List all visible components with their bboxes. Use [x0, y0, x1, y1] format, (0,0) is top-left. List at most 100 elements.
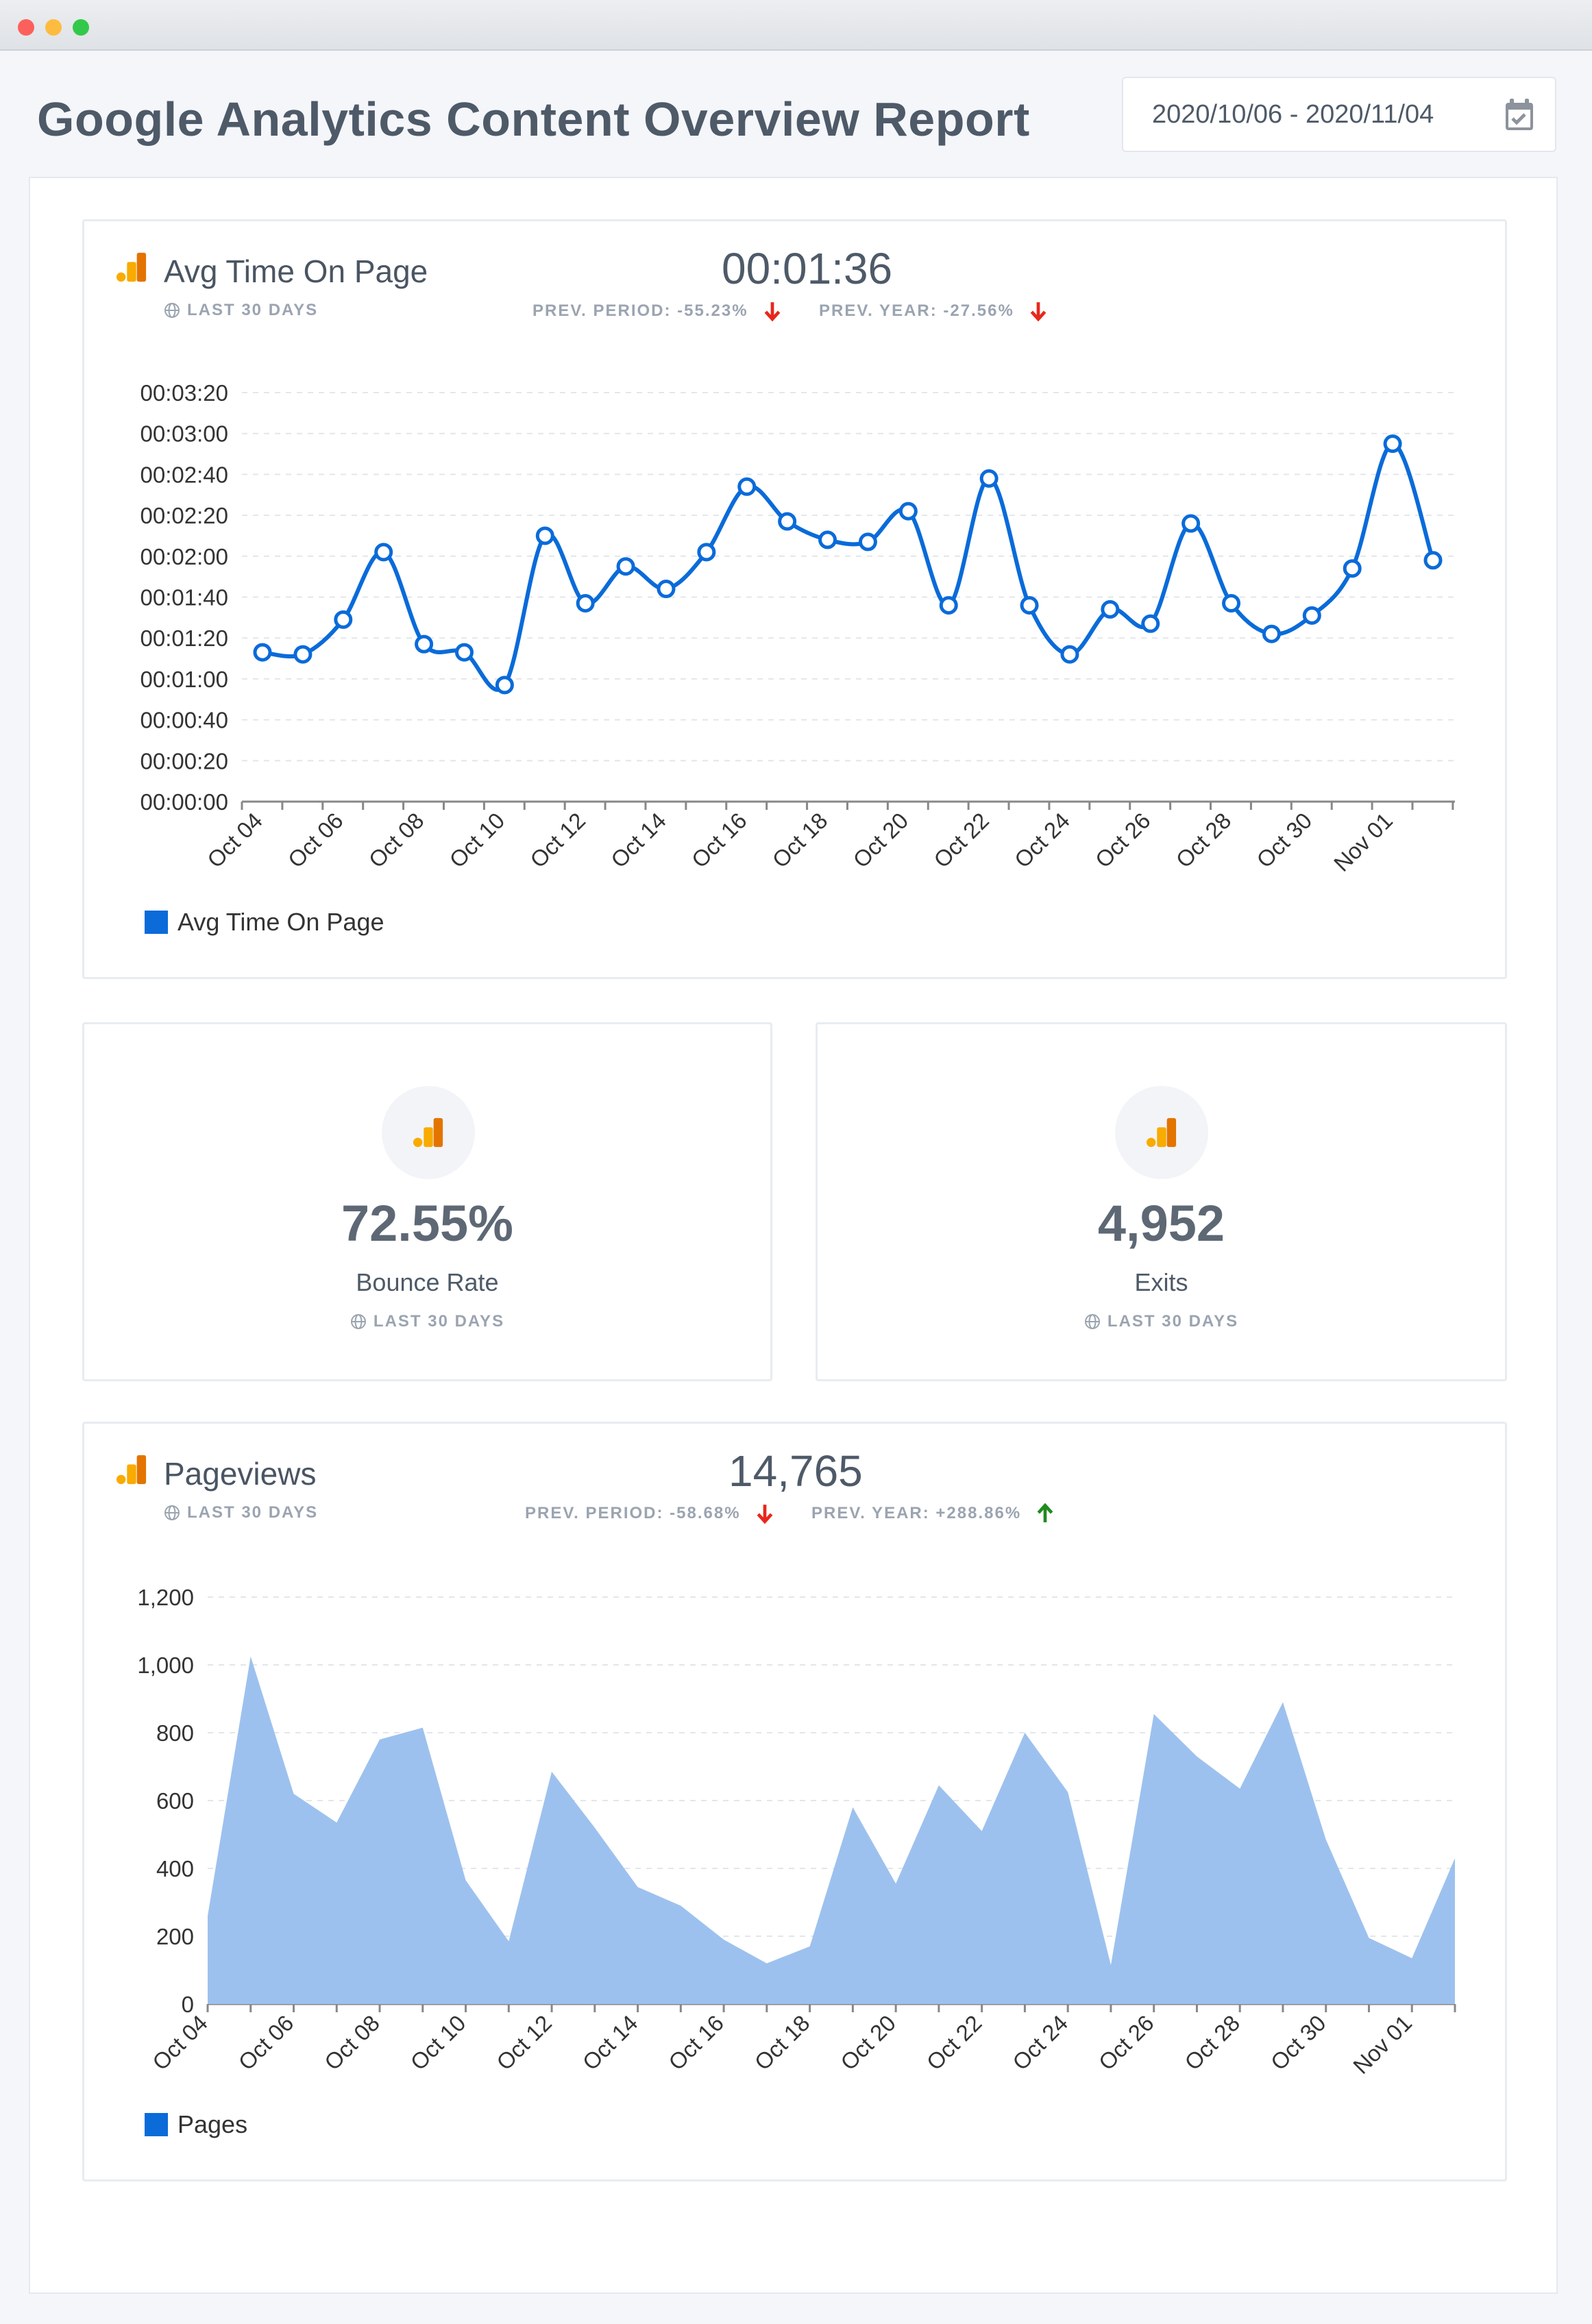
- avg-time-line-chart: 00:00:00 00:00:20 00:00:40 00:01:00 00:01:20…: [140, 380, 1455, 876]
- y-tick-label: 00:02:00: [140, 544, 228, 569]
- y-tick-label: 00:03:00: [140, 421, 228, 447]
- arrow-down-icon: [757, 1505, 772, 1524]
- globe-icon: [350, 1314, 366, 1329]
- calendar-icon[interactable]: [1504, 99, 1534, 132]
- x-tick-label: Oct 26: [1094, 2010, 1159, 2075]
- pageviews-period: LAST 30 DAYS: [164, 1503, 318, 1522]
- pageviews-value: 14,765: [728, 1446, 863, 1496]
- avg-time-period-label: LAST 30 DAYS: [187, 301, 319, 319]
- globe-icon: [164, 303, 180, 318]
- x-tick-label: Oct 12: [525, 808, 590, 873]
- window-minimize-button[interactable]: [45, 19, 62, 36]
- x-tick-label: Oct 06: [234, 2010, 299, 2075]
- x-tick-label: Oct 26: [1090, 808, 1155, 873]
- avg-time-card: Avg Time On Page LAST 30 DAYS 00:01:36 P…: [82, 219, 1507, 979]
- ga-icon-badge: [1115, 1086, 1208, 1179]
- x-tick-label: Oct 16: [663, 2010, 728, 2075]
- x-tick-label: Oct 22: [922, 2010, 987, 2075]
- globe-icon: [164, 1505, 180, 1520]
- avg-time-value: 00:01:36: [722, 244, 893, 293]
- y-tick-label: 00:00:20: [140, 748, 228, 774]
- y-tick-label: 00:02:20: [140, 503, 228, 528]
- window-close-button[interactable]: [18, 19, 34, 36]
- data-point: [657, 580, 676, 599]
- x-tick-label: Oct 28: [1179, 2010, 1245, 2075]
- google-analytics-icon: [1146, 1117, 1177, 1148]
- arrow-down-icon: [1030, 302, 1046, 321]
- y-tick-label: 800: [156, 1720, 194, 1746]
- legend-swatch: [145, 2113, 168, 2136]
- x-tick-label: Oct 20: [835, 2010, 901, 2075]
- exits-period-label: LAST 30 DAYS: [1107, 1312, 1239, 1331]
- data-point: [1383, 434, 1402, 454]
- x-tick-label: Oct 28: [1171, 808, 1236, 873]
- data-point: [979, 469, 999, 488]
- data-point: [535, 526, 554, 545]
- data-point: [1343, 559, 1362, 578]
- y-tick-label: 400: [156, 1856, 194, 1881]
- x-tick-label: Oct 14: [578, 2010, 643, 2075]
- data-point: [737, 477, 757, 496]
- bounce-rate-period-label: LAST 30 DAYS: [373, 1312, 505, 1331]
- data-point: [293, 645, 313, 664]
- area-series-pages: [208, 1656, 1455, 2004]
- window-titlebar: [0, 0, 1592, 51]
- data-point: [697, 543, 716, 562]
- legend-label: Pages: [177, 2110, 248, 2138]
- bounce-rate-card: 72.55% Bounce Rate LAST 30 DAYS: [82, 1022, 772, 1381]
- exits-period: LAST 30 DAYS: [1084, 1312, 1238, 1331]
- y-tick-label: 600: [156, 1788, 194, 1814]
- data-point: [454, 643, 474, 662]
- bounce-rate-value: 72.55%: [341, 1195, 513, 1252]
- y-tick-label: 1,000: [137, 1653, 194, 1678]
- x-tick-label: Oct 30: [1251, 808, 1317, 873]
- pageviews-prev-year: PREV. YEAR: +288.86%: [811, 1503, 1054, 1524]
- data-point: [1222, 593, 1241, 613]
- data-point: [818, 530, 837, 549]
- bounce-rate-label: Bounce Rate: [356, 1268, 499, 1296]
- ga-icon-badge: [382, 1086, 475, 1179]
- exits-value: 4,952: [1097, 1195, 1225, 1252]
- y-tick-label: 1,200: [137, 1585, 194, 1610]
- pageviews-legend[interactable]: Pages: [145, 2110, 247, 2139]
- data-point: [778, 512, 797, 531]
- legend-swatch: [145, 911, 168, 934]
- x-tick-label: Oct 12: [491, 2010, 556, 2075]
- data-point: [576, 593, 595, 613]
- pageviews-area-chart: 0 200 400 600 800 1,000 1,200 Oct 04 Oct 06 Oct 0…: [137, 1585, 1456, 2079]
- pageviews-card: Pageviews LAST 30 DAYS 14,765 PREV. PERI…: [82, 1422, 1507, 2181]
- data-point: [374, 543, 393, 562]
- avg-time-prev-period: PREV. PERIOD: -55.23%: [532, 301, 781, 321]
- avg-time-prev-year-label: PREV. YEAR: -27.56%: [819, 301, 1014, 320]
- x-tick-label: Oct 24: [1007, 2010, 1073, 2075]
- data-point: [1262, 624, 1281, 643]
- y-tick-label: 00:01:00: [140, 667, 228, 692]
- y-tick-label: 00:02:40: [140, 462, 228, 487]
- pageviews-title: Pageviews: [164, 1456, 317, 1492]
- arrow-up-icon: [1037, 1503, 1053, 1522]
- x-tick-label: Oct 08: [319, 2010, 384, 2075]
- x-tick-label: Oct 24: [1009, 808, 1075, 873]
- x-tick-label: Oct 18: [750, 2010, 815, 2075]
- data-point: [334, 610, 353, 629]
- line-series-avg-time: [262, 441, 1435, 692]
- avg-time-title: Avg Time On Page: [164, 254, 428, 289]
- avg-time-legend[interactable]: Avg Time On Page: [145, 908, 384, 937]
- data-point: [1181, 514, 1201, 533]
- x-tick-label: Oct 18: [768, 808, 833, 873]
- data-point: [1302, 606, 1321, 625]
- window-maximize-button[interactable]: [73, 19, 89, 36]
- x-tick-label: Oct 10: [444, 808, 509, 873]
- avg-time-prev-year: PREV. YEAR: -27.56%: [819, 301, 1047, 321]
- data-point: [1141, 614, 1160, 633]
- data-point: [898, 502, 918, 521]
- date-range-picker[interactable]: 2020/10/06 - 2020/11/04: [1122, 77, 1556, 152]
- exits-card: 4,952 Exits LAST 30 DAYS: [816, 1022, 1507, 1381]
- data-point: [1423, 551, 1443, 570]
- data-point: [1020, 595, 1039, 615]
- globe-icon: [1084, 1314, 1100, 1329]
- y-tick-label: 00:00:40: [140, 708, 228, 733]
- x-tick-label: Oct 16: [687, 808, 752, 873]
- x-tick-label: Oct 04: [147, 2010, 212, 2075]
- x-tick-label: Oct 22: [929, 808, 994, 873]
